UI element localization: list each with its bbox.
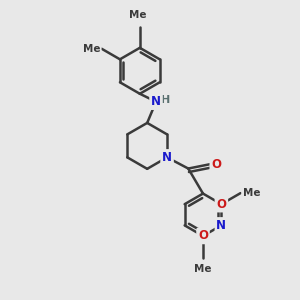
Text: Me: Me — [82, 44, 100, 54]
Text: O: O — [211, 158, 221, 171]
Text: N: N — [162, 151, 172, 164]
Text: Me: Me — [243, 188, 260, 198]
Text: Me: Me — [129, 11, 146, 20]
Text: N: N — [216, 219, 226, 232]
Text: H: H — [161, 95, 170, 105]
Text: Me: Me — [194, 264, 212, 274]
Text: N: N — [151, 95, 161, 108]
Text: O: O — [216, 198, 226, 211]
Text: O: O — [198, 230, 208, 242]
